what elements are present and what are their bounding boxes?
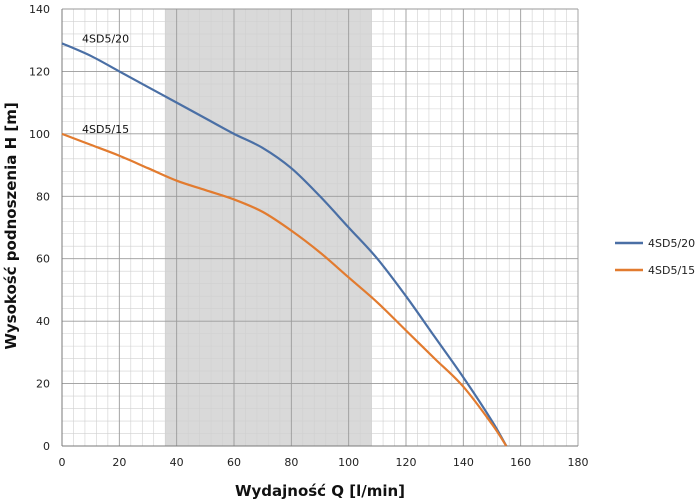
legend-label-4sd5-20: 4SD5/20 (648, 237, 695, 250)
y-axis-title: Wysokość podnoszenia H [m] (2, 102, 20, 349)
x-tick-label: 160 (510, 456, 531, 469)
x-tick-label: 0 (59, 456, 66, 469)
x-tick-label: 80 (284, 456, 298, 469)
series-line-4sd5-20 (61, 42, 508, 447)
x-tick-label: 40 (170, 456, 184, 469)
y-tick-label: 40 (36, 315, 50, 328)
curve-label-4sd5-15: 4SD5/15 (82, 123, 129, 136)
x-tick-label: 180 (568, 456, 589, 469)
x-tick-label: 60 (227, 456, 241, 469)
legend-label-4sd5-15: 4SD5/15 (648, 264, 695, 277)
y-tick-label: 120 (29, 65, 50, 78)
axes (61, 9, 578, 447)
y-tick-label: 100 (29, 128, 50, 141)
series-lines (61, 42, 508, 447)
x-tick-label: 140 (453, 456, 474, 469)
x-tick-label: 120 (396, 456, 417, 469)
x-axis-title: Wydajność Q [l/min] (235, 482, 405, 500)
series-line-4sd5-15 (61, 132, 508, 447)
x-tick-label: 20 (112, 456, 126, 469)
legend: 4SD5/20 4SD5/15 (615, 237, 695, 277)
curve-label-4sd5-20: 4SD5/20 (82, 32, 129, 45)
y-tick-label: 20 (36, 378, 50, 391)
y-tick-label: 80 (36, 190, 50, 203)
minor-grid (62, 9, 578, 446)
y-tick-label: 140 (29, 3, 50, 16)
tick-labels: 0 20 40 60 80 100 120 140 160 180 0 20 40 60 80 100 120 1… (29, 3, 589, 469)
y-tick-label: 0 (43, 440, 50, 453)
curve-labels: 4SD5/20 4SD5/15 (82, 32, 129, 136)
y-tick-label: 60 (36, 253, 50, 266)
x-tick-label: 100 (338, 456, 359, 469)
